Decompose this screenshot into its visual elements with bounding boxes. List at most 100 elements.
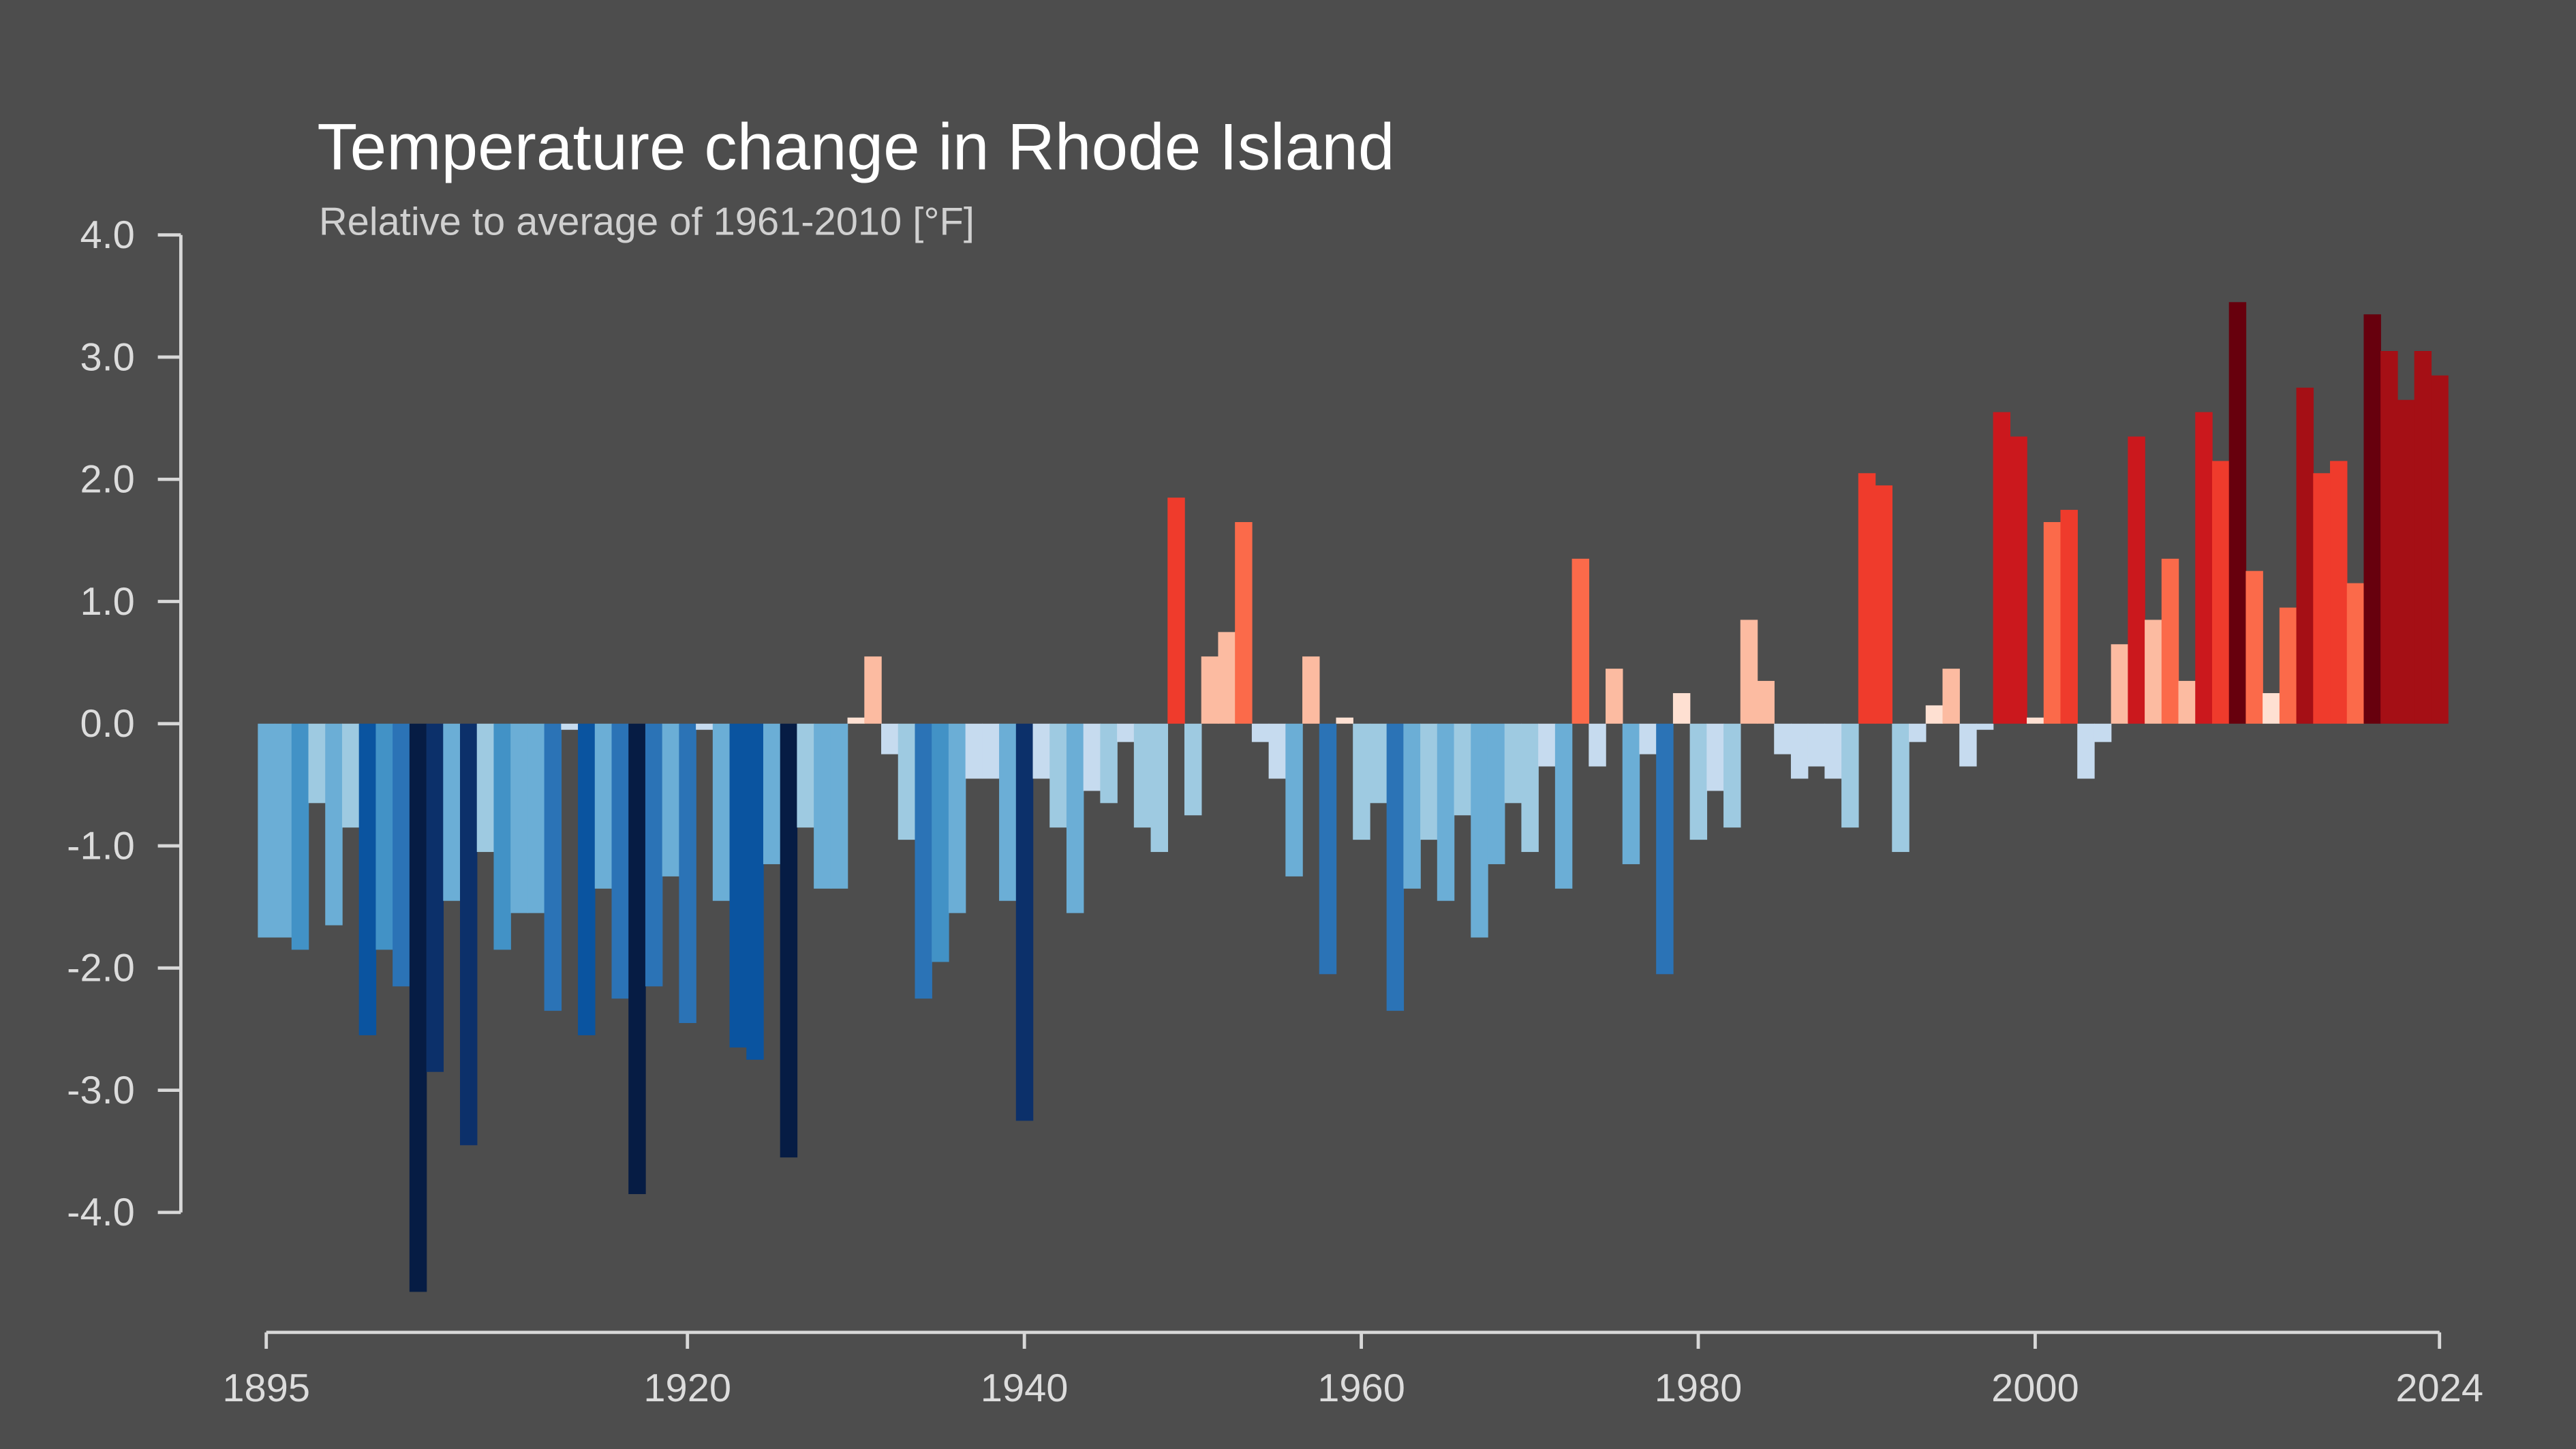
bar xyxy=(409,723,427,1292)
bar xyxy=(1133,723,1152,828)
bar xyxy=(898,723,916,840)
bar xyxy=(2363,314,2381,724)
bar xyxy=(1976,723,1994,730)
bar xyxy=(1909,723,1927,742)
bar xyxy=(1606,669,1623,724)
bar xyxy=(1032,723,1050,779)
bar xyxy=(2245,570,2263,724)
bar xyxy=(275,723,292,938)
bar xyxy=(544,723,562,1011)
y-tick-label: 3.0 xyxy=(80,335,134,379)
bar xyxy=(510,723,528,913)
bar xyxy=(1319,723,1337,975)
bar xyxy=(2431,375,2449,724)
bar xyxy=(2010,436,2027,724)
bar xyxy=(2128,436,2145,724)
bar xyxy=(1302,656,1320,724)
bar xyxy=(1117,723,1135,742)
bar xyxy=(1369,723,1387,804)
bar xyxy=(375,723,393,950)
chart-subtitle: Relative to average of 1961-2010 [°F] xyxy=(319,200,975,244)
bar xyxy=(2094,723,2112,742)
chart-title: Temperature change in Rhode Island xyxy=(317,110,1394,183)
y-tick-label: 0.0 xyxy=(80,702,134,746)
bar xyxy=(2380,351,2398,724)
bar xyxy=(1336,717,1353,724)
bar xyxy=(2027,717,2044,724)
bar xyxy=(308,723,326,804)
bar xyxy=(2330,461,2348,724)
bar xyxy=(1538,723,1556,767)
bar xyxy=(999,723,1017,901)
bar xyxy=(1925,705,1944,724)
bar xyxy=(2346,583,2365,724)
x-tick-label: 1895 xyxy=(222,1367,310,1410)
bar xyxy=(2111,644,2129,724)
x-tick-label: 2024 xyxy=(2395,1367,2483,1410)
bar xyxy=(1386,723,1405,1011)
bar xyxy=(1757,681,1775,724)
bar xyxy=(2263,692,2280,724)
bar xyxy=(1589,723,1606,767)
bar xyxy=(1824,723,1842,779)
bar xyxy=(696,723,714,730)
bar xyxy=(2043,521,2061,724)
bar xyxy=(729,723,747,1048)
bar xyxy=(1723,723,1741,828)
bar xyxy=(1218,632,1236,724)
bar xyxy=(746,723,764,1060)
bar xyxy=(2228,302,2247,724)
y-tick-label: -2.0 xyxy=(67,947,135,990)
bar xyxy=(443,723,461,901)
bar xyxy=(1689,723,1708,840)
bar xyxy=(1706,723,1724,791)
bar xyxy=(1437,723,1455,901)
bar xyxy=(1471,723,1488,938)
bar xyxy=(2296,387,2314,724)
bar xyxy=(1353,723,1370,840)
bar xyxy=(1942,669,1960,724)
bar xyxy=(1790,723,1809,779)
bar xyxy=(1571,558,1590,724)
bar xyxy=(1622,723,1640,864)
bar xyxy=(2195,412,2213,724)
bar xyxy=(2077,723,2095,779)
bar xyxy=(712,723,731,901)
x-tick-label: 1980 xyxy=(1655,1367,1743,1410)
x-tick-label: 1940 xyxy=(981,1367,1069,1410)
bar xyxy=(864,656,882,724)
bar xyxy=(358,723,377,1035)
bar xyxy=(948,723,966,913)
bar xyxy=(1504,723,1522,804)
bar xyxy=(2279,607,2297,724)
bar xyxy=(1740,620,1758,724)
bar xyxy=(2060,510,2078,724)
bar xyxy=(814,723,831,889)
x-tick-label: 1960 xyxy=(1317,1367,1405,1410)
bar xyxy=(1066,723,1084,913)
x-tick-label: 2000 xyxy=(1991,1367,2079,1410)
bar xyxy=(1959,723,1977,767)
bar xyxy=(2145,620,2162,724)
bar xyxy=(1639,723,1657,754)
bar xyxy=(291,723,309,950)
bar xyxy=(965,723,983,779)
bar xyxy=(1015,723,1034,1121)
bar xyxy=(645,723,663,987)
bar xyxy=(915,723,932,999)
x-tick-label: 1920 xyxy=(643,1367,731,1410)
bar xyxy=(628,723,646,1195)
y-tick-label: 1.0 xyxy=(80,580,134,624)
bar xyxy=(797,723,814,828)
bar xyxy=(460,723,478,1146)
bar xyxy=(2161,558,2179,724)
bar xyxy=(1858,473,1876,724)
bar xyxy=(932,723,949,962)
bar xyxy=(763,723,781,864)
bar xyxy=(1049,723,1067,828)
bar xyxy=(2211,461,2230,724)
bar xyxy=(2397,399,2415,724)
bar xyxy=(2414,351,2432,724)
